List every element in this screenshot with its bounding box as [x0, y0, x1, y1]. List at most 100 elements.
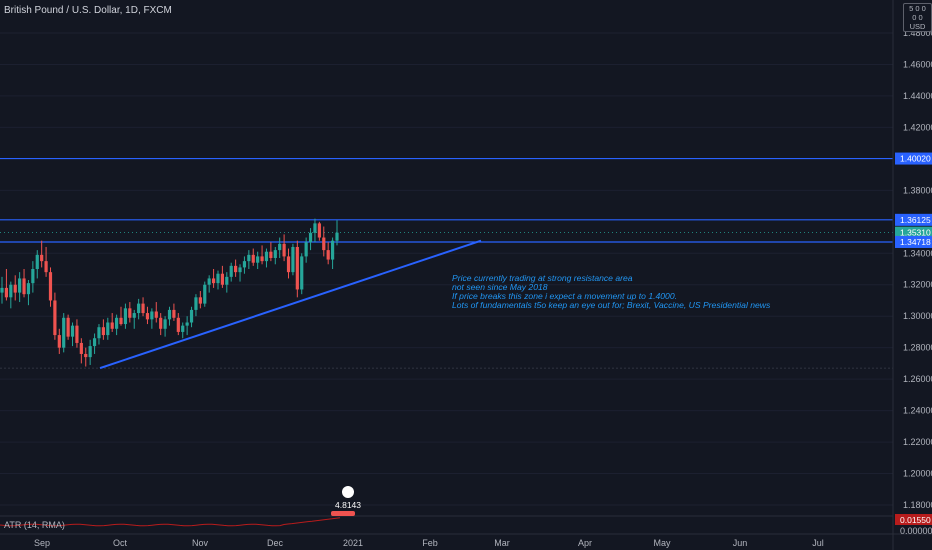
candle-body [22, 278, 26, 295]
candle-body [0, 287, 4, 293]
candle-body [159, 317, 163, 329]
candle-body [282, 243, 286, 257]
price-badge-label: 1.36125 [900, 215, 931, 225]
time-axis[interactable]: Sep Oct Nov Dec 2021 Feb Mar Apr May Jun Jul [0, 533, 932, 548]
candle-body [163, 319, 167, 329]
y-tick-label: 1.44000 [903, 91, 932, 101]
candle-body [79, 342, 83, 354]
price-badge-label: 1.34718 [900, 237, 931, 247]
candle-body [194, 297, 198, 310]
candle-body [273, 250, 277, 258]
candle-body [141, 303, 145, 314]
price-badge-label: 1.40020 [900, 154, 931, 164]
x-tick-label: Jul [812, 538, 824, 548]
atr-badge [895, 514, 932, 525]
candle-body [44, 261, 48, 273]
candle-body [31, 269, 35, 284]
candle-body [62, 317, 66, 348]
atr-line [0, 517, 341, 527]
annotation-line: Lots of fundamentals t5o keep an eye out… [452, 300, 771, 310]
candle-body [75, 325, 79, 343]
currency-top: 5 0 0 0 0 [909, 4, 926, 22]
x-tick-label: Oct [113, 538, 128, 548]
x-tick-label: Mar [494, 538, 510, 548]
event-badge-text: 4.8143 [335, 500, 361, 510]
x-tick-label: 2021 [343, 538, 363, 548]
candle-body [251, 254, 255, 263]
candle-body [48, 272, 53, 301]
candle-body [203, 284, 207, 304]
y-tick-label: 1.20000 [903, 469, 932, 479]
candle-body [220, 273, 224, 285]
x-tick-label: May [653, 538, 671, 548]
candle-body [172, 309, 176, 318]
candle-body [53, 300, 57, 336]
candle-body [101, 327, 105, 336]
candle-body [330, 240, 335, 260]
resistance-levels[interactable] [0, 157, 893, 369]
y-tick-label: 1.26000 [903, 374, 932, 384]
candle-body [35, 254, 39, 269]
y-tick-label: 1.32000 [903, 280, 932, 290]
candle-body [150, 311, 154, 320]
candle-body [123, 308, 128, 325]
candlestick-series [0, 218, 339, 367]
price-badge [895, 152, 932, 165]
event-badge-bg [335, 500, 361, 511]
candle-body [264, 251, 269, 262]
candle-body [211, 278, 216, 284]
candle-body [242, 261, 247, 268]
candle-body [216, 273, 220, 284]
y-tick-label: 1.46000 [903, 59, 932, 69]
candle-body [286, 256, 291, 273]
candle-body [145, 313, 150, 320]
candle-body [18, 278, 22, 293]
trendline[interactable] [99, 239, 482, 370]
price-axis[interactable]: 1.48000 1.46000 1.44000 1.42000 1.38000 1.340… [892, 0, 932, 550]
y-tick-label: 1.30000 [903, 311, 932, 321]
x-tick-label: Jun [733, 538, 748, 548]
x-tick-label: Dec [267, 538, 284, 548]
event-marker: 4.8143 [331, 486, 361, 516]
candle-body [322, 237, 326, 251]
candle-body [106, 322, 110, 336]
candle-body [176, 317, 180, 332]
price-badge [895, 226, 932, 239]
candle-body [234, 265, 238, 273]
candle-body [260, 256, 264, 262]
y-tick-label: 1.24000 [903, 406, 932, 416]
atr-badge-label: 0.01550 [900, 515, 931, 525]
chart-title: British Pound / U.S. Dollar, 1D, FXCM [4, 5, 172, 16]
candle-body [13, 284, 17, 293]
x-tick-label: Feb [422, 538, 438, 548]
candle-body [57, 335, 61, 348]
annotation-text[interactable]: Price currently trading at strong resist… [452, 273, 771, 310]
y-tick-label: 1.38000 [903, 185, 932, 195]
candle-body [154, 311, 158, 318]
candle-body [238, 267, 242, 273]
candle-body [97, 327, 101, 339]
candle-body [40, 254, 44, 262]
candle-body [308, 232, 313, 243]
atr-indicator-label[interactable]: ATR (14, RMA) [4, 520, 65, 530]
atr-pane: 4.8143 [0, 486, 893, 527]
atr-zero-label: 0.00000 [900, 526, 932, 536]
candle-body [225, 276, 229, 285]
candle-body [119, 317, 123, 325]
candle-body [26, 283, 31, 295]
candle-body [207, 278, 211, 285]
price-badge-label: 1.35310 [900, 228, 931, 238]
candle-body [304, 242, 308, 257]
candle-body [181, 325, 185, 332]
annotation-line: If price breaks this zone i expect a mov… [452, 291, 677, 301]
price-badge [895, 213, 932, 226]
candle-body [300, 256, 304, 290]
candle-body [313, 223, 317, 233]
y-tick-label: 1.34000 [903, 248, 932, 258]
candle-body [317, 223, 321, 238]
currency-selector[interactable]: 5 0 0 0 0 USD [903, 3, 932, 32]
candle-body [4, 287, 9, 298]
candle-body [128, 308, 132, 318]
